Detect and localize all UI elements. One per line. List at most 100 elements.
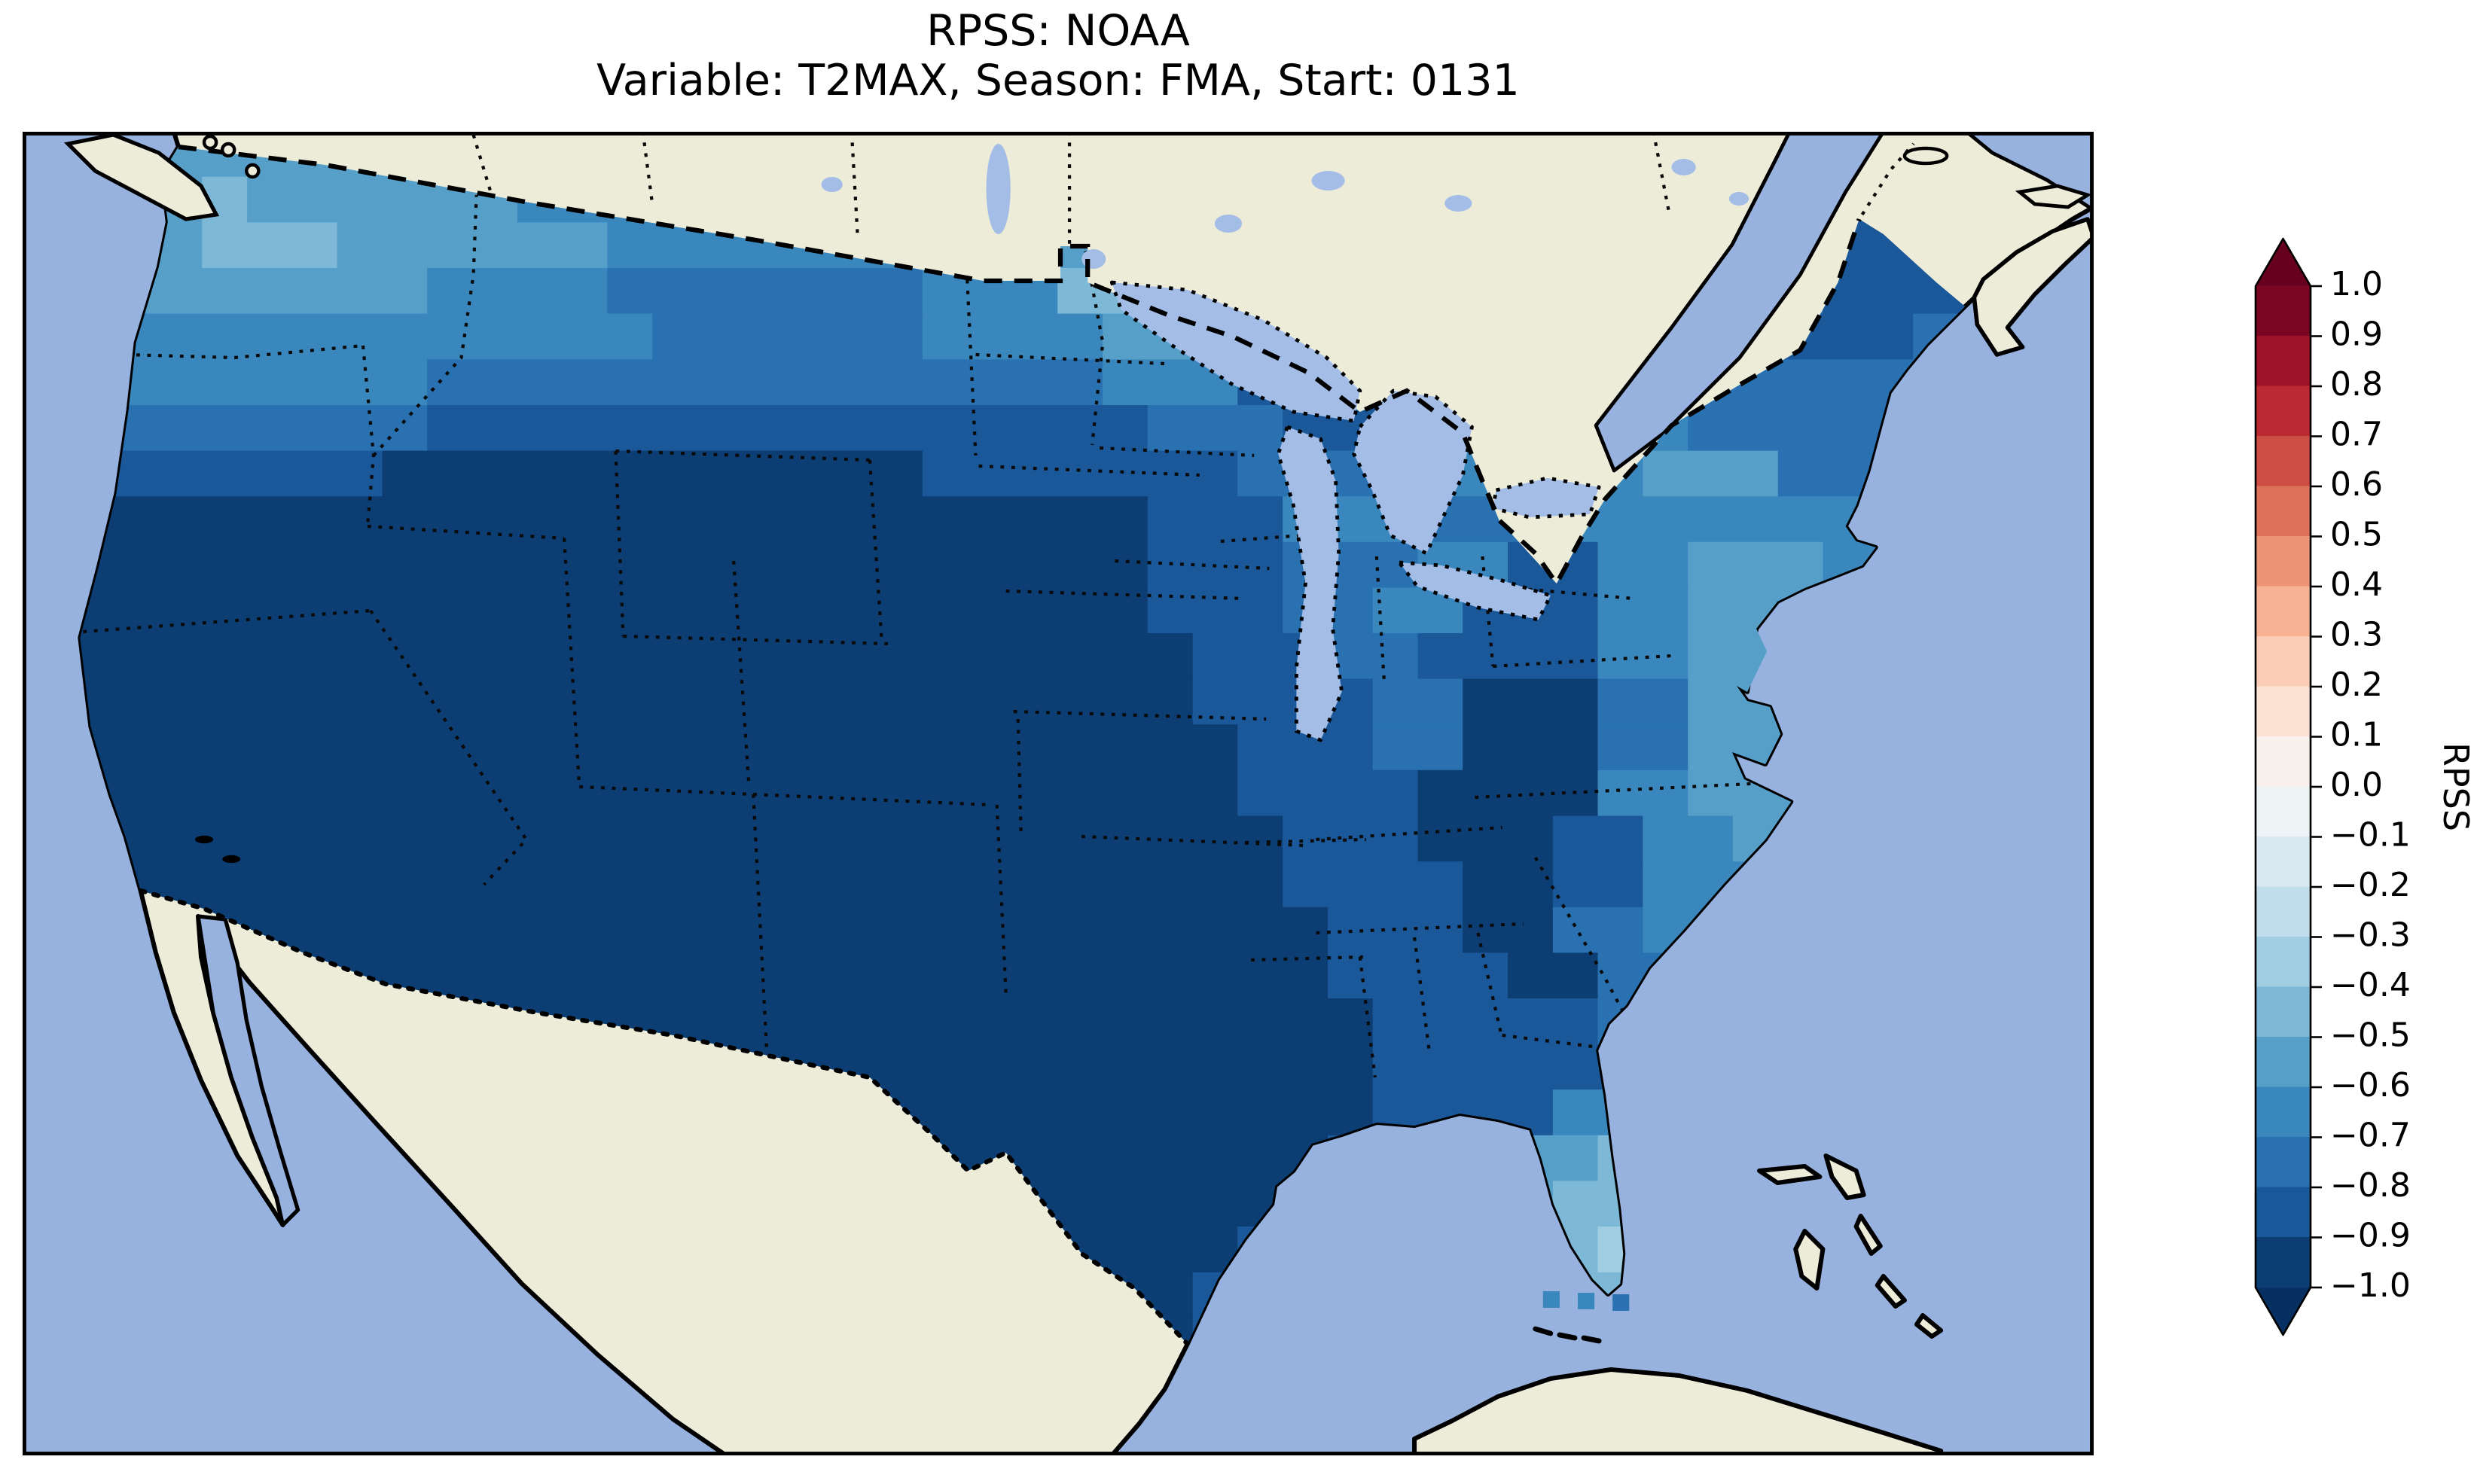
state-border-line — [125, 343, 364, 360]
rpss-cell-run — [1552, 861, 1644, 909]
colorbar-segment — [2256, 937, 2311, 988]
colorbar-tick-label: 0.3 — [2330, 616, 2383, 654]
rpss-cell-run — [607, 268, 924, 315]
rpss-cell-run — [1417, 769, 1600, 817]
rpss-cell-run — [427, 268, 609, 315]
rpss-cell-run — [1552, 907, 1644, 954]
rpss-cell-run — [382, 450, 924, 498]
rpss-cell-run — [1283, 815, 1420, 863]
state-border-line — [1475, 780, 1781, 800]
colorbar-tick-label: −0.2 — [2330, 866, 2411, 904]
state-border-line — [1476, 932, 1504, 1039]
bahamas-island — [1914, 1313, 1944, 1339]
state-border-line — [1081, 834, 1306, 848]
colorbar-tick-label: 0.7 — [2330, 416, 2383, 454]
colorbar-segment — [2256, 886, 2311, 937]
state-border-line — [868, 459, 884, 644]
colorbar-segment — [2256, 436, 2311, 487]
state-border-line — [978, 464, 1200, 477]
lake-erie — [1397, 560, 1553, 622]
colorbar-segment — [2256, 836, 2311, 888]
rpss-cell-run — [1372, 724, 1464, 772]
colorbar-canvas: 1.0 0.9 0.8 0.7 0.6 0.5 0.4 0.3 0.2 0.1 0.0 −0.1 −0.… — [2254, 237, 2474, 1336]
state-border-line — [372, 194, 478, 457]
rpss-cell-run — [427, 359, 1104, 407]
rpss-cell-run — [922, 313, 1104, 361]
rpss-cell-run — [1597, 769, 1689, 817]
figure-title-block: RPSS: NOAA Variable: T2MAX, Season: FMA,… — [23, 0, 2094, 105]
state-border-line — [1533, 856, 1631, 1024]
rpss-cell-run — [80, 587, 1149, 635]
canada-lake — [1081, 249, 1106, 269]
channel-islands-islet — [222, 855, 241, 864]
colorbar-segment — [2256, 1137, 2311, 1188]
bahamas-island — [1823, 1153, 1866, 1200]
state-border-line — [369, 609, 529, 886]
us-mexico-border — [138, 888, 1190, 1347]
colorbar-segment — [2256, 536, 2311, 587]
rpss-cell-run — [1552, 815, 1644, 863]
map-canvas — [23, 132, 2094, 1455]
rpss-cell-run — [1463, 861, 1554, 909]
state-border-line — [1358, 956, 1377, 1078]
rpss-cell-run — [652, 313, 924, 361]
colorbar-tick-label: −0.3 — [2330, 916, 2411, 955]
canada-lake — [1728, 192, 1749, 206]
province-border-line — [641, 132, 654, 202]
state-border-line — [367, 524, 565, 541]
colorbar-segment — [2256, 336, 2311, 387]
colorbar-tick-label: −0.6 — [2330, 1066, 2411, 1105]
channel-islands-islet — [194, 835, 214, 844]
state-border-line — [83, 608, 371, 634]
rpss-cell-run — [1417, 815, 1554, 863]
province-border-line — [1652, 132, 1670, 211]
rpss-cell-run — [80, 815, 1284, 863]
colorbar-segment — [2256, 786, 2311, 837]
bahamas-island — [1853, 1214, 1883, 1256]
bahamas-island — [1757, 1164, 1823, 1185]
state-border-line — [1100, 446, 1255, 458]
state-border-line — [563, 538, 581, 788]
state-border-line — [1316, 922, 1524, 935]
colorbar-segment — [2256, 285, 2311, 337]
rpss-cell-run — [1463, 907, 1554, 954]
rpss-cell-run — [80, 359, 429, 407]
rpss-cell-run — [1147, 587, 1284, 635]
rpss-cell-run — [80, 450, 384, 498]
colorbar-segment — [2256, 636, 2311, 687]
rpss-cell-run — [1327, 633, 1420, 681]
rpss-cell-run — [1283, 861, 1464, 909]
state-border-line — [1016, 718, 1023, 837]
colorbar-under-arrow — [2256, 1287, 2311, 1335]
colorbar-over-arrow — [2256, 239, 2311, 286]
province-border-line — [850, 132, 859, 238]
state-border-line — [1481, 556, 1495, 667]
colorbar-segment — [2256, 385, 2311, 437]
colorbar-segment — [2256, 586, 2311, 637]
pacific-islet — [245, 163, 261, 179]
colorbar-tick-label: 0.9 — [2330, 315, 2383, 354]
rpss-cell-run — [80, 633, 1194, 681]
isolated-rpss-cell — [1612, 1294, 1630, 1311]
prince-edward-island — [2015, 184, 2092, 209]
rpss-cell-run — [337, 222, 609, 270]
state-border-line — [1115, 559, 1270, 571]
state-border-line — [1220, 533, 1303, 544]
canada-lake — [986, 144, 1011, 234]
lake-huron — [1352, 389, 1474, 556]
state-border-line — [1251, 955, 1363, 962]
colorbar-tick-label: −0.9 — [2330, 1217, 2411, 1255]
colorbar-tick-label: 0.6 — [2330, 465, 2383, 504]
colorbar-segment — [2256, 986, 2311, 1038]
rpss-cell-run — [1237, 769, 1419, 817]
map-axes — [23, 132, 2094, 1455]
pacific-islet — [202, 134, 218, 151]
lake-superior — [1109, 280, 1362, 423]
rpss-cell-run — [1508, 952, 1600, 1000]
colorbar-segment — [2256, 736, 2311, 788]
rpss-cell-run — [80, 313, 654, 361]
colorbar-tick-label: 0.2 — [2330, 666, 2383, 704]
rpss-cell-run — [1372, 678, 1464, 726]
bahamas-island — [1875, 1274, 1907, 1309]
canada-lake — [1444, 195, 1472, 212]
